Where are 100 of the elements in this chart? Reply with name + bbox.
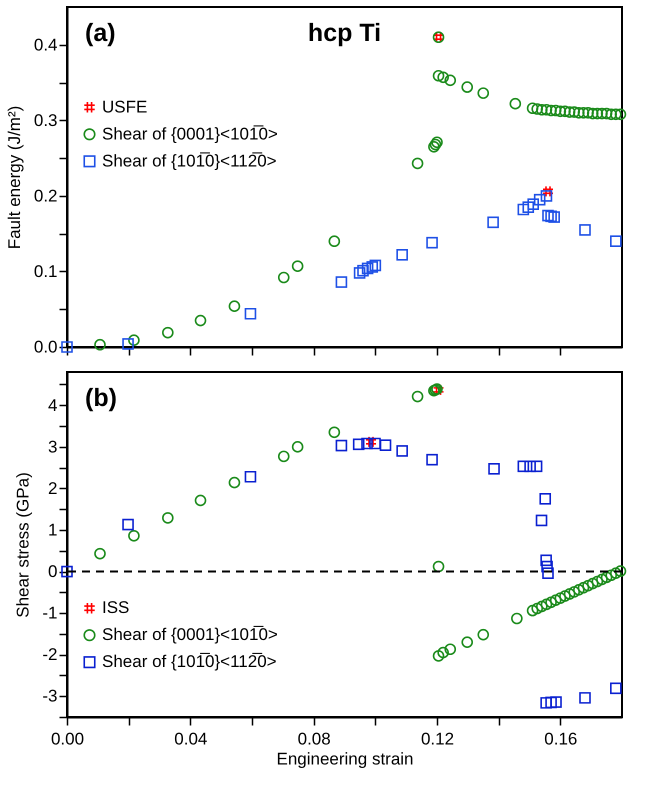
point — [228, 476, 240, 488]
point — [194, 314, 206, 326]
point — [518, 204, 530, 216]
point — [336, 276, 348, 288]
point — [614, 108, 626, 120]
point — [582, 580, 594, 592]
point — [244, 308, 256, 320]
point — [610, 567, 622, 579]
point — [366, 261, 378, 273]
point — [542, 186, 554, 198]
point — [122, 518, 134, 530]
x-axis-title: Engineering strain — [276, 750, 414, 768]
legend-label: Shear of {101̅0}<112̅0> — [102, 151, 277, 170]
point — [396, 249, 408, 261]
point — [545, 210, 557, 222]
point — [550, 594, 562, 606]
point — [278, 272, 290, 284]
point — [610, 682, 622, 694]
point — [564, 106, 576, 118]
point — [228, 300, 240, 312]
point — [596, 574, 608, 586]
point — [488, 463, 500, 475]
point — [162, 512, 174, 524]
y-axis-title: Fault energy (J/m²) — [4, 106, 24, 250]
x-tick-label: 0.16 — [544, 730, 578, 748]
point — [477, 628, 490, 640]
point — [540, 104, 552, 116]
point — [244, 470, 256, 483]
legend-label: Shear of {0001}<101̅0> — [102, 625, 278, 644]
x-tick-label: 0.04 — [174, 730, 208, 748]
point — [194, 494, 206, 506]
point — [430, 138, 442, 150]
point — [522, 201, 534, 214]
point — [600, 108, 612, 120]
point — [61, 566, 73, 578]
point — [610, 108, 622, 120]
point — [540, 554, 552, 566]
y-tick-label: -3 — [42, 686, 58, 706]
point — [596, 108, 608, 120]
point — [412, 158, 424, 170]
point — [328, 426, 340, 438]
point — [510, 98, 522, 110]
y-tick-label: 2 — [48, 478, 58, 498]
point — [545, 596, 557, 608]
y-tick-label: 0.2 — [34, 186, 58, 206]
point — [369, 438, 381, 450]
point — [444, 643, 456, 656]
point — [396, 445, 408, 457]
y-tick-label: 0.4 — [34, 35, 58, 54]
point — [461, 81, 474, 93]
legend-label: Shear of {101̅0}<112̅0> — [102, 652, 277, 672]
y-tick-label: 0.3 — [34, 110, 58, 130]
point — [477, 87, 490, 99]
point — [579, 692, 591, 704]
point — [534, 194, 546, 206]
point — [357, 264, 369, 276]
point — [539, 492, 552, 505]
x-tick-label: 0.12 — [420, 730, 454, 748]
point — [550, 104, 562, 116]
point — [370, 260, 382, 272]
y-tick-label: 0.0 — [34, 338, 58, 356]
point — [432, 70, 444, 82]
point — [412, 390, 424, 402]
point — [614, 565, 626, 577]
point — [542, 210, 554, 222]
point — [540, 598, 552, 610]
point — [461, 636, 474, 648]
point — [586, 108, 599, 120]
y-tick-label: 1 — [48, 520, 58, 540]
point — [526, 604, 538, 616]
point — [605, 108, 618, 120]
point — [531, 602, 544, 614]
point — [536, 600, 548, 612]
annotation: hcp Ti — [308, 19, 382, 47]
x-tick-label: 0.00 — [50, 730, 84, 748]
point — [527, 198, 539, 210]
point — [573, 106, 585, 119]
annotation: (b) — [85, 384, 117, 412]
point — [579, 224, 591, 236]
legend-label: ISS — [102, 598, 130, 618]
legend-label: Shear of {0001}<101̅0> — [102, 124, 278, 144]
y-tick-label: -1 — [42, 604, 58, 623]
point — [536, 104, 548, 116]
point — [559, 590, 571, 602]
point — [542, 567, 554, 579]
point — [554, 592, 566, 604]
point — [352, 438, 364, 450]
point — [540, 190, 552, 202]
point — [94, 338, 106, 351]
point — [550, 696, 562, 708]
point — [536, 514, 548, 526]
point — [559, 105, 571, 118]
point — [437, 71, 449, 84]
point — [586, 578, 599, 590]
legend-label: USFE — [102, 97, 148, 116]
point — [518, 460, 530, 472]
point — [278, 450, 290, 462]
point — [380, 439, 392, 451]
point — [592, 108, 604, 120]
y-tick-label: 4 — [48, 396, 58, 415]
